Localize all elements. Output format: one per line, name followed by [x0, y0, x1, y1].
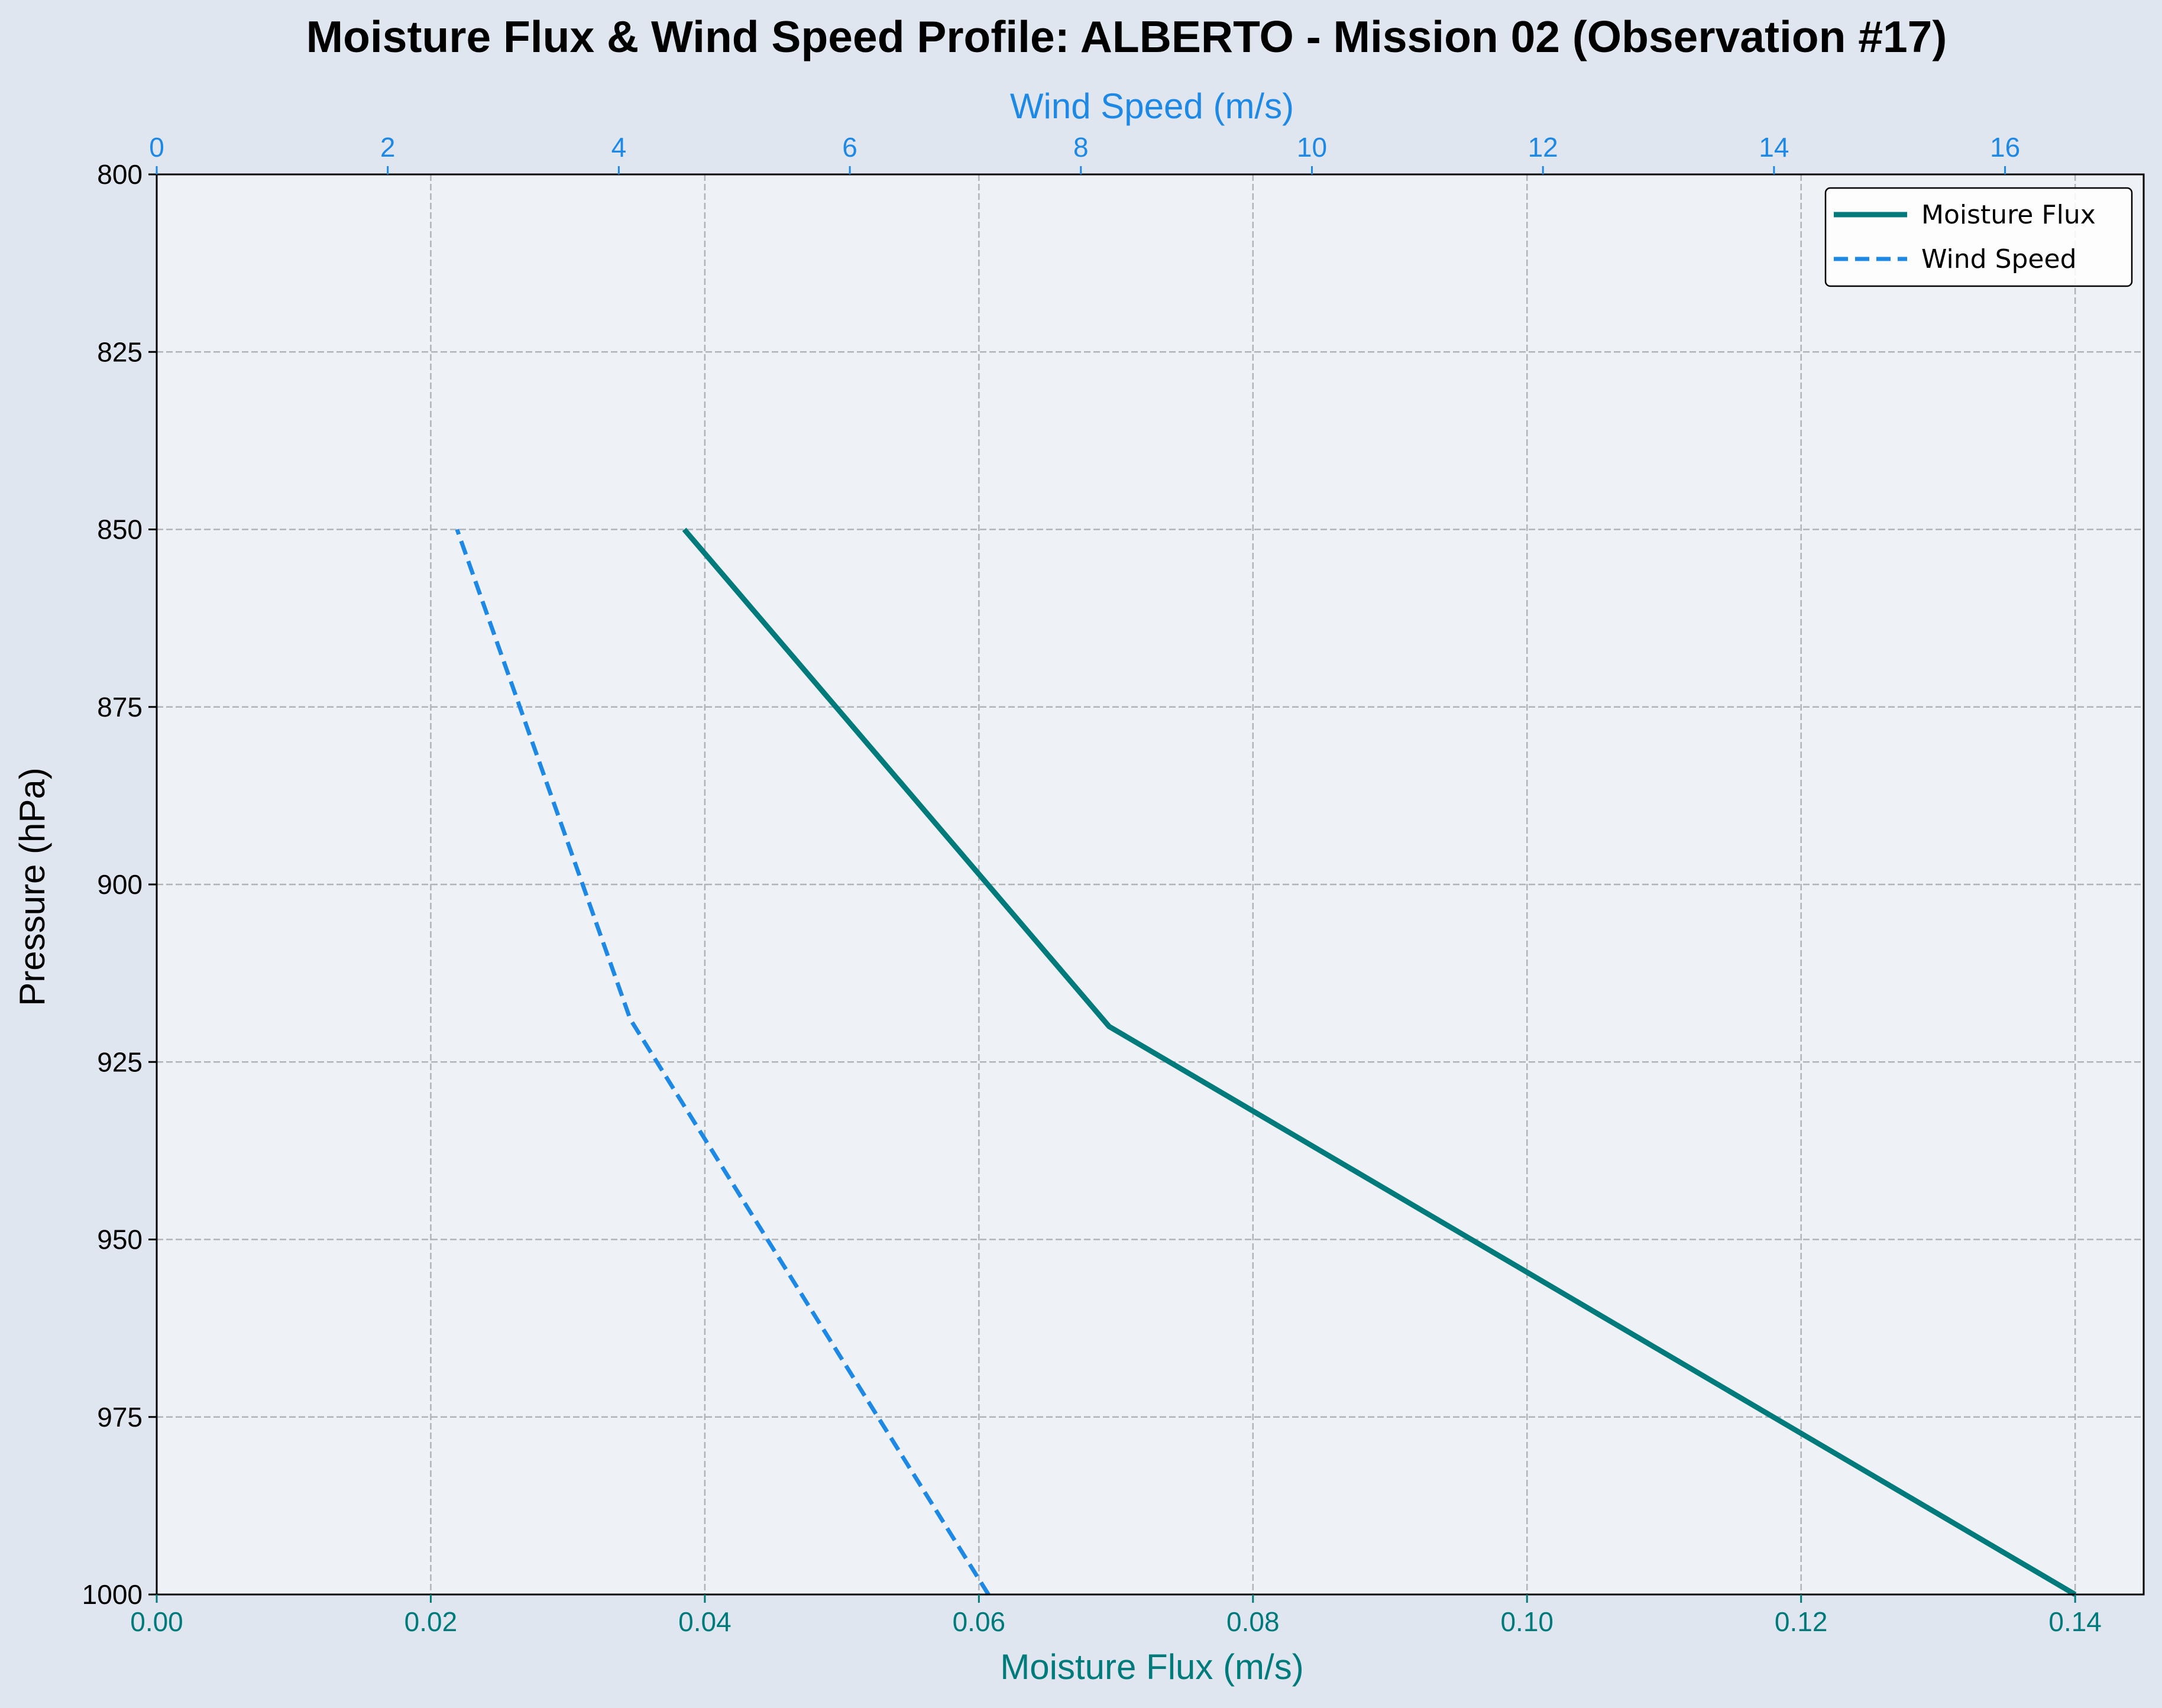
y-tick-label: 800: [97, 159, 143, 190]
series-line-wind-speed: [455, 529, 991, 1596]
bottom-x-tick-label: 0.04: [678, 1606, 732, 1637]
bottom-x-tick-label: 0.12: [1775, 1606, 1828, 1637]
bottom-x-tick-label: 0.10: [1500, 1606, 1553, 1637]
bottom-x-tick-label: 0.00: [130, 1606, 183, 1637]
y-tick-label: 1000: [82, 1579, 143, 1610]
top-axis-title: Wind Speed (m/s): [1010, 86, 1294, 126]
bottom-x-tick-label: 0.02: [404, 1606, 458, 1637]
top-x-tick-label: 14: [1759, 132, 1789, 163]
top-x-tick-label: 10: [1297, 132, 1327, 163]
y-axis-title: Pressure (hPa): [12, 767, 52, 1006]
legend: Moisture Flux Wind Speed: [1824, 187, 2133, 287]
chart-title: Moisture Flux & Wind Speed Profile: ALBE…: [306, 12, 1947, 61]
y-tick-label: 975: [97, 1402, 143, 1432]
legend-label: Moisture Flux: [1921, 200, 2096, 230]
y-tick-label: 850: [97, 514, 143, 545]
y-tick-label: 925: [97, 1046, 143, 1077]
bottom-x-tick-label: 0.06: [953, 1606, 1006, 1637]
bottom-x-tick-label: 0.08: [1226, 1606, 1280, 1637]
y-tick-label: 825: [97, 336, 143, 367]
top-x-tick-label: 8: [1073, 132, 1089, 163]
top-x-tick-label: 0: [149, 132, 164, 163]
bottom-x-tick-label: 0.14: [2048, 1606, 2102, 1637]
bottom-axis-title: Moisture Flux (m/s): [1000, 1647, 1303, 1687]
top-x-tick-label: 12: [1528, 132, 1558, 163]
top-x-tick-label: 2: [380, 132, 396, 163]
legend-label: Wind Speed: [1921, 244, 2077, 274]
top-x-tick-label: 4: [611, 132, 627, 163]
top-x-tick-label: 6: [842, 132, 857, 163]
y-tick-label: 900: [97, 869, 143, 900]
y-tick-label: 875: [97, 692, 143, 722]
series-lines: [455, 527, 2077, 1597]
series-line-moisture-flux: [682, 527, 2077, 1597]
top-x-tick-label: 16: [1990, 132, 2020, 163]
y-tick-label: 950: [97, 1224, 143, 1255]
